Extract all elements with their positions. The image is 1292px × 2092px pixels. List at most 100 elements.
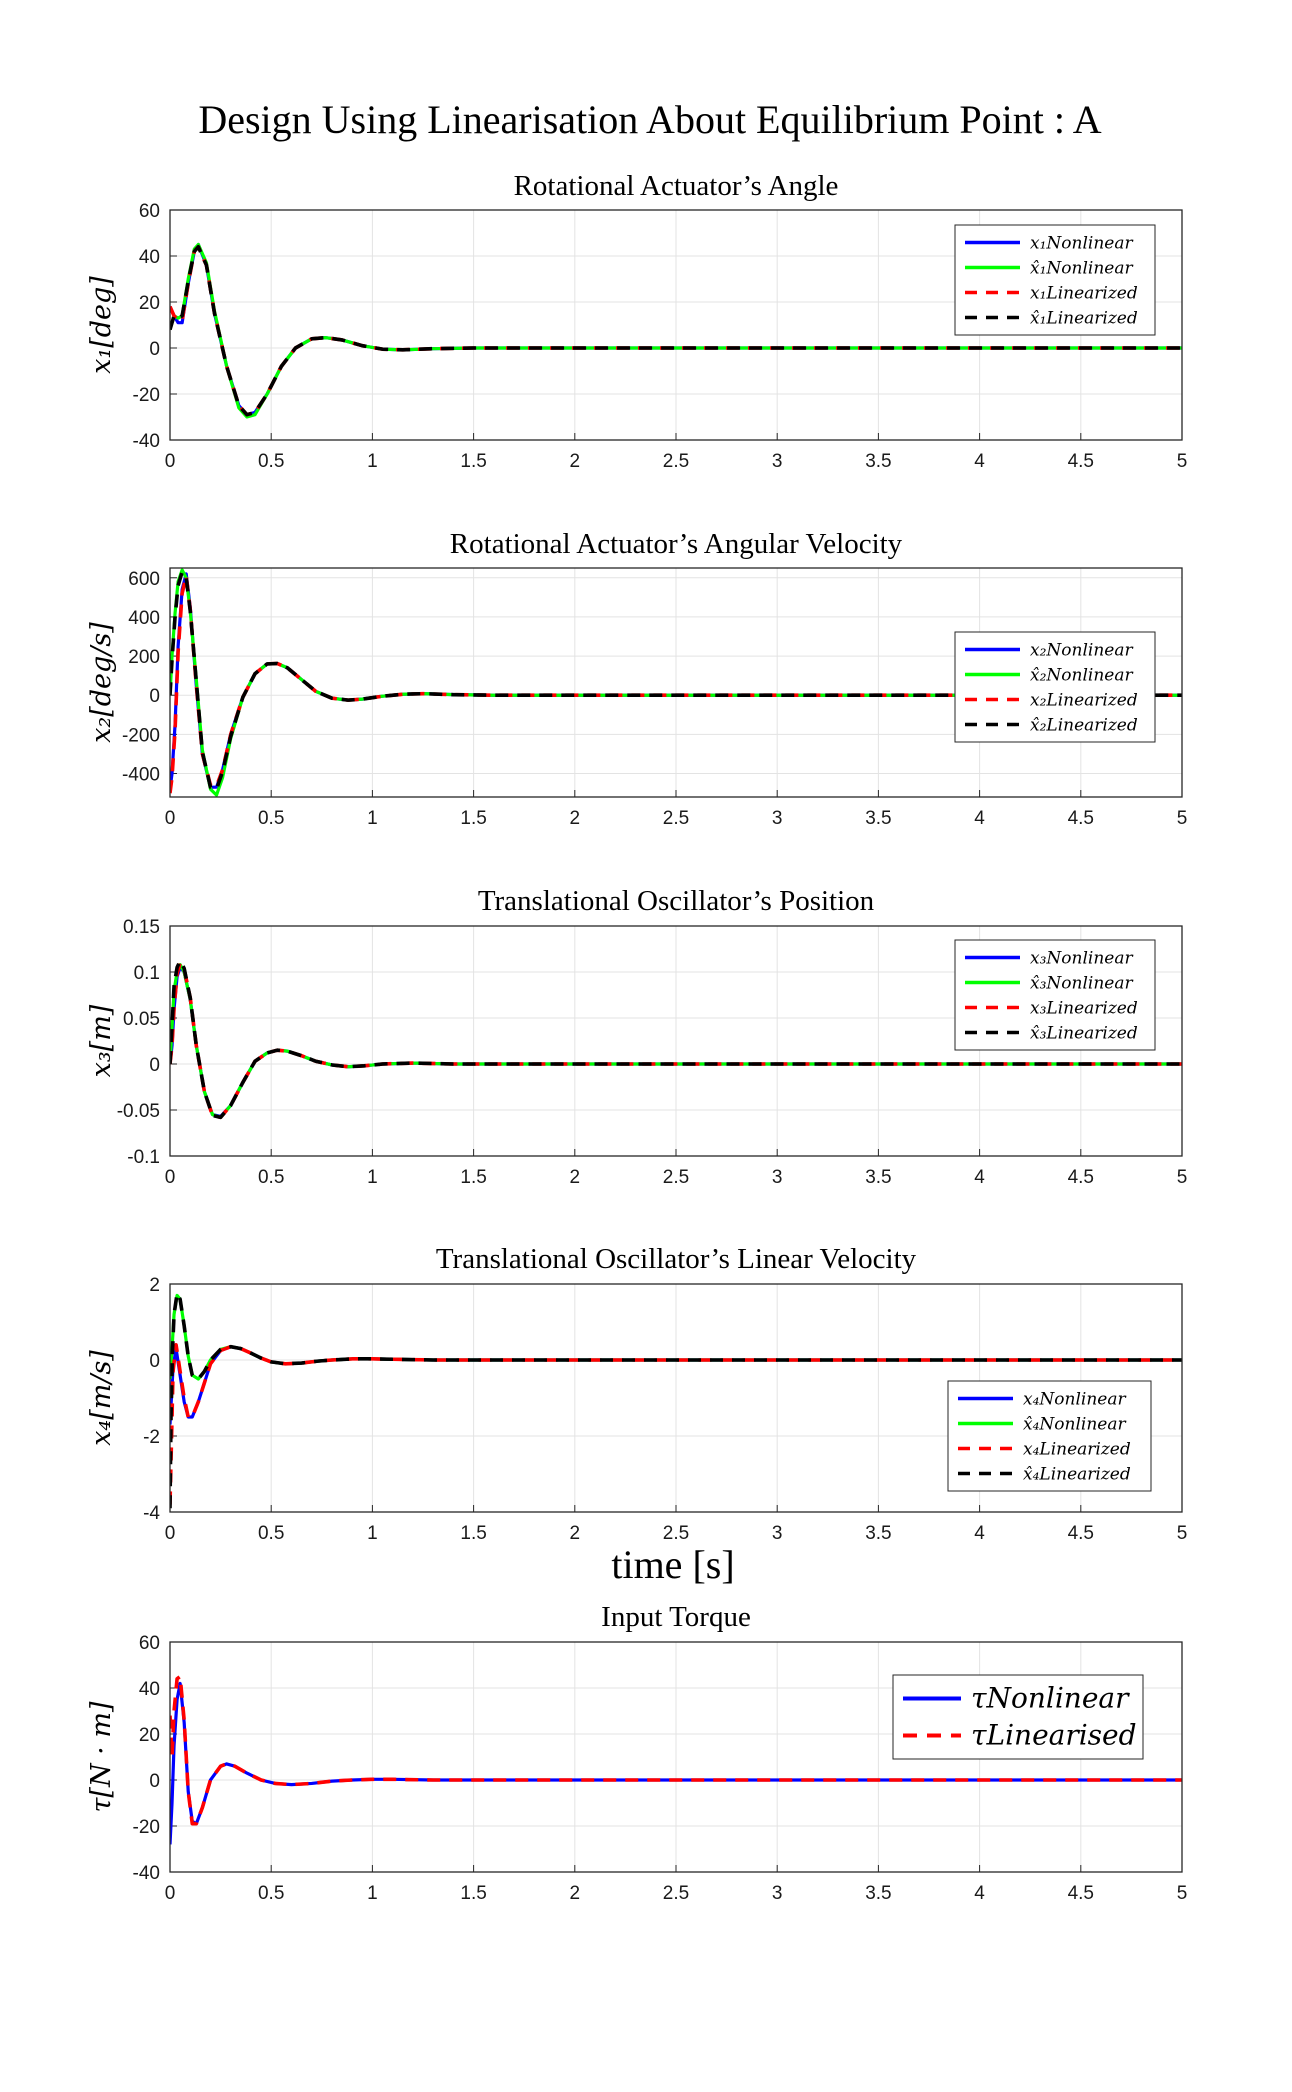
x-tick-label: 0 xyxy=(165,808,176,829)
series-line-3 xyxy=(170,1343,1182,1505)
x-tick-label: 0 xyxy=(165,1883,176,1904)
x-tick-label: 0.5 xyxy=(258,451,284,472)
legend-label: x̂₁Linearized xyxy=(1030,309,1138,329)
y-tick-label: 0 xyxy=(149,1055,160,1076)
plot-frame xyxy=(169,567,1183,798)
x-tick-label: 1.5 xyxy=(460,1883,486,1904)
y-tick-label: 0 xyxy=(149,1771,160,1792)
chart-panel-4: Translational Oscillator’s Linear Veloci… xyxy=(86,1243,1187,1544)
chart-title: Rotational Actuator’s Angular Velocity xyxy=(450,528,903,560)
x-tick-label: 4.5 xyxy=(1068,1523,1094,1544)
legend: x₁Nonlinear x̂₁Nonlinear x₁Linearized x̂₁Li… xyxy=(954,224,1156,336)
x-tick-label: 0 xyxy=(165,451,176,472)
legend-label: x̂₄Linearized xyxy=(1023,1465,1131,1485)
y-tick-label: 20 xyxy=(139,1725,160,1746)
y-tick-label: 400 xyxy=(128,608,160,629)
x-tick-label: 2.5 xyxy=(663,1883,689,1904)
x-tick-label: 5 xyxy=(1177,451,1188,472)
y-tick-label: -0.05 xyxy=(117,1101,160,1122)
series-group xyxy=(170,568,1182,797)
x-tick-label: 3.5 xyxy=(865,1523,891,1544)
x-tick-label: 2 xyxy=(570,1883,581,1904)
legend-label: x₄Linearized xyxy=(1023,1440,1131,1460)
legend-label: x₁Nonlinear xyxy=(1030,234,1133,254)
y-tick-label: 0.05 xyxy=(123,1009,160,1030)
legend-label: τLinearised xyxy=(971,1719,1137,1752)
x-tick-label: 4 xyxy=(974,1523,985,1544)
y-tick-label: -0.1 xyxy=(127,1147,160,1168)
x-tick-label: 5 xyxy=(1177,808,1188,829)
x-tick-label: 4 xyxy=(974,1167,985,1188)
legend-label: x̂₃Linearized xyxy=(1030,1024,1138,1044)
legend-label: x₃Linearized xyxy=(1030,999,1138,1019)
plot-frame xyxy=(169,209,1183,441)
series-group xyxy=(170,242,1182,419)
x-tick-label: 4.5 xyxy=(1068,808,1094,829)
y-tick-label: 200 xyxy=(128,647,160,668)
series-line-4 xyxy=(170,245,1182,417)
chart-title: Input Torque xyxy=(601,1601,751,1633)
y-tick-label: 0.1 xyxy=(134,963,160,984)
series-group xyxy=(170,1674,1182,1845)
legend: x₄Nonlinear x̂₄Nonlinear x₄Linearized x̂₄Li… xyxy=(947,1380,1152,1492)
x-tick-label: 3 xyxy=(772,1523,783,1544)
y-tick-label: -200 xyxy=(122,725,160,746)
x-tick-label: 3 xyxy=(772,451,783,472)
x-tick-label: 3.5 xyxy=(865,808,891,829)
x-tick-label: 1 xyxy=(367,1167,378,1188)
legend-box xyxy=(892,1674,1144,1760)
legend-label: x̂₃Nonlinear xyxy=(1030,974,1133,994)
chart-panel-5: Input Torque 0 0.5 1 1.5 2 2.5 3 3.5 4 4.5 5 -40 -20 0… xyxy=(86,1601,1187,1904)
y-tick-label: -20 xyxy=(133,1817,160,1838)
plot-frame xyxy=(169,1283,1183,1513)
x-tick-label: 2 xyxy=(570,808,581,829)
x-axis-label: time [s] xyxy=(611,1542,734,1587)
legend-label: x̂₂Linearized xyxy=(1030,716,1138,736)
y-tick-label: -4 xyxy=(143,1503,160,1524)
y-tick-label: 60 xyxy=(139,201,160,222)
series-group xyxy=(170,959,1182,1120)
x-tick-label: 0.5 xyxy=(258,1523,284,1544)
x-tick-label: 1.5 xyxy=(460,1167,486,1188)
y-tick-label: 600 xyxy=(128,569,160,590)
y-axis-label: x₁[deg] xyxy=(86,276,117,374)
series-line-4 xyxy=(170,1291,1182,1509)
y-tick-label: 2 xyxy=(149,1275,160,1296)
y-tick-label: -20 xyxy=(133,385,160,406)
series-line-2 xyxy=(170,1674,1182,1826)
x-tick-label: 0 xyxy=(165,1523,176,1544)
chart-panel-1: Rotational Actuator’s Angle 0 0.5 1 1.5 2 2.5 3… xyxy=(86,170,1187,472)
figure-suptitle: Design Using Linearisation About Equilib… xyxy=(198,97,1101,142)
y-axis-label: x₂[deg/s] xyxy=(86,622,117,743)
x-tick-label: 0.5 xyxy=(258,1167,284,1188)
legend-label: x₁Linearized xyxy=(1030,284,1138,304)
legend-label: x₂Nonlinear xyxy=(1030,641,1133,661)
x-tick-label: 2.5 xyxy=(663,1523,689,1544)
y-tick-label: 40 xyxy=(139,1679,160,1700)
x-tick-label: 3.5 xyxy=(865,1167,891,1188)
x-tick-label: 3.5 xyxy=(865,1883,891,1904)
x-tick-label: 5 xyxy=(1177,1167,1188,1188)
plot-frame xyxy=(169,1641,1183,1873)
x-tick-label: 5 xyxy=(1177,1523,1188,1544)
legend-label: x₄Nonlinear xyxy=(1023,1390,1126,1410)
y-axis-label: x₄[m/s] xyxy=(86,1350,117,1446)
chart-title: Translational Oscillator’s Linear Veloci… xyxy=(436,1243,917,1275)
y-tick-label: 0 xyxy=(149,339,160,360)
plot-frame xyxy=(169,925,1183,1157)
series-group xyxy=(170,1291,1182,1509)
x-tick-label: 1.5 xyxy=(460,1523,486,1544)
chart-panel-2: Rotational Actuator’s Angular Velocity 0 0… xyxy=(86,528,1187,829)
legend-label: x₂Linearized xyxy=(1030,691,1138,711)
x-tick-label: 2 xyxy=(570,1167,581,1188)
y-tick-label: 20 xyxy=(139,293,160,314)
x-tick-label: 3 xyxy=(772,808,783,829)
x-tick-label: 2.5 xyxy=(663,1167,689,1188)
y-tick-label: -2 xyxy=(143,1427,160,1448)
legend-label: x̂₁Nonlinear xyxy=(1030,259,1133,279)
legend-label: x̂₂Nonlinear xyxy=(1030,666,1133,686)
chart-panel-3: Translational Oscillator’s Position 0 0.5 1… xyxy=(86,885,1187,1188)
x-tick-label: 0.5 xyxy=(258,808,284,829)
chart-title: Translational Oscillator’s Position xyxy=(478,885,875,917)
x-tick-label: 3 xyxy=(772,1167,783,1188)
